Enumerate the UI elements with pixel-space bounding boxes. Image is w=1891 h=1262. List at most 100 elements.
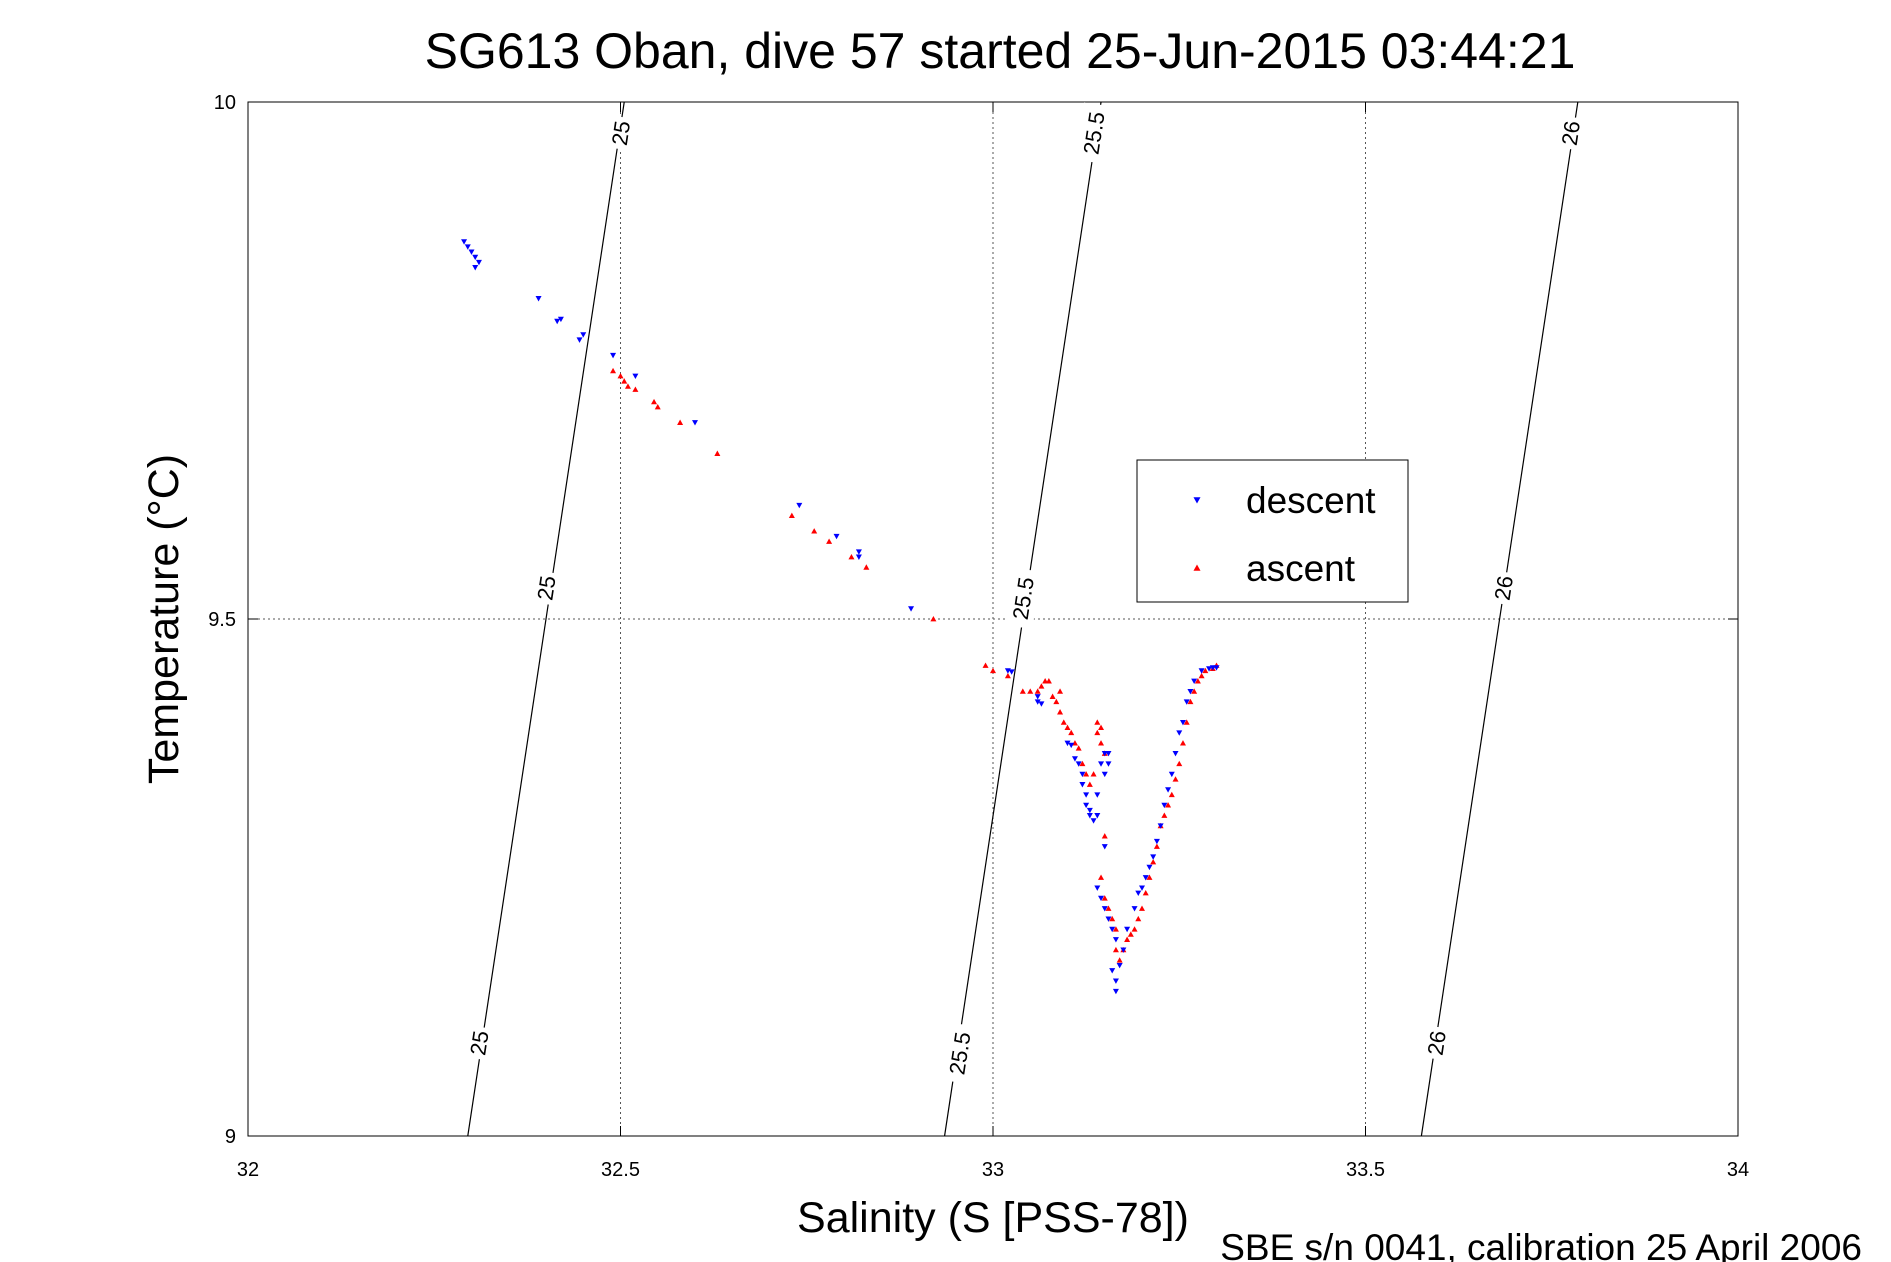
descent-point (1187, 688, 1194, 695)
x-axis-label: Salinity (S [PSS-78]) (797, 1194, 1189, 1242)
ascent-point (1172, 776, 1179, 782)
descent-point (1064, 740, 1071, 747)
descent-point (1131, 906, 1138, 912)
ascent-point (1112, 946, 1119, 953)
contour-label-bg (529, 570, 563, 606)
ascent-point (1049, 693, 1056, 699)
descent-point (1112, 978, 1119, 984)
x-tick-label: 32 (237, 1159, 259, 1181)
contour-label-bg (941, 1022, 978, 1085)
legend-label-descent: descent (1246, 480, 1376, 521)
ascent-point (1191, 688, 1198, 694)
ascent-point (617, 373, 624, 379)
descent-point (1142, 875, 1149, 881)
descent-point (908, 606, 915, 612)
descent-point (1157, 823, 1164, 829)
descent-point (1198, 668, 1205, 674)
ascent-point (863, 564, 870, 570)
ascent-point (654, 404, 661, 410)
series-descent (461, 239, 1220, 995)
legend-label-ascent: ascent (1246, 548, 1356, 589)
descent-point (1086, 813, 1093, 819)
descent-point (1109, 926, 1116, 933)
legend-box (1136, 459, 1409, 603)
legend-marker-ascent (1193, 564, 1201, 571)
ascent-point (1127, 931, 1134, 937)
descent-point (692, 420, 698, 426)
descent-point (576, 337, 583, 343)
descent-point (1153, 838, 1160, 845)
descent-point (1150, 854, 1157, 860)
x-tick-label: 33 (982, 1159, 1004, 1181)
ascent-point (1094, 719, 1101, 725)
ascent-point (1098, 740, 1105, 746)
ascent-point (1064, 724, 1071, 730)
descent-point (1105, 916, 1112, 922)
descent-point (855, 549, 862, 555)
plot-area: 25 25 25 25.5 25.5 25.5 26 26 26 32 32.5 33 33.5 34 9… (208, 92, 1749, 1181)
ascent-point (1045, 678, 1052, 684)
contour-label: 26 (1487, 570, 1520, 606)
density-contour-26 (1420, 101, 1579, 1137)
descent-point (1213, 665, 1220, 671)
y-axis-label: Temperature (°C) (140, 454, 188, 784)
contour-label-bg (1075, 102, 1112, 164)
ascent-point (1057, 709, 1064, 715)
descent-point (855, 554, 862, 560)
ascent-point (1060, 719, 1067, 725)
ascent-point (788, 512, 795, 518)
ascent-point (1057, 688, 1064, 694)
descent-point (557, 316, 564, 323)
descent-point (1101, 844, 1108, 850)
grid-lines (248, 102, 1738, 1136)
ascent-point (1098, 724, 1105, 730)
ascent-point (1135, 915, 1142, 922)
ascent-point (1202, 667, 1209, 674)
descent-point (535, 296, 542, 302)
descent-point (1101, 906, 1108, 912)
descent-point (1094, 792, 1101, 798)
descent-point (1105, 751, 1112, 757)
descent-point (632, 373, 639, 380)
descent-point (1101, 771, 1108, 778)
descent-point (1008, 669, 1015, 675)
contour-label-text: 26 (1490, 574, 1518, 602)
ascent-point (1124, 936, 1131, 942)
ascent-point (1146, 874, 1153, 880)
descent-point (1146, 864, 1153, 871)
ascent-point (677, 419, 684, 425)
contour-label-text: 26 (1557, 119, 1585, 147)
contour-label-bg (604, 115, 637, 151)
ascent-point (1187, 698, 1194, 705)
descent-point (1079, 782, 1086, 788)
descent-point (1206, 666, 1213, 672)
descent-point (1191, 678, 1198, 685)
descent-point (475, 259, 482, 266)
descent-point (1079, 771, 1086, 778)
ascent-point (1161, 812, 1168, 818)
ascent-point (1109, 915, 1116, 922)
calibration-footnote: SBE s/n 0041, calibration 25 April 2006 (1220, 1227, 1862, 1262)
descent-point (610, 352, 617, 359)
x-tick-label: 33.5 (1346, 1159, 1385, 1181)
data-series (461, 239, 1220, 995)
ascent-point (1131, 926, 1138, 932)
ascent-point (1004, 672, 1011, 679)
ascent-point (1083, 771, 1090, 777)
axis-ticks: 32 32.5 33 33.5 34 9 9.5 10 (208, 92, 1749, 1181)
descent-point (1094, 885, 1101, 891)
descent-point (1139, 885, 1145, 891)
ascent-point (1101, 833, 1108, 839)
ascent-point (811, 528, 818, 534)
ascent-point (1079, 760, 1086, 767)
ascent-point (1198, 672, 1205, 679)
contour-label: 25.5 (941, 1022, 978, 1085)
descent-point (554, 318, 561, 325)
descent-point (1071, 756, 1078, 762)
descent-point (464, 244, 471, 250)
descent-point (1135, 890, 1142, 897)
descent-point (833, 533, 840, 540)
descent-point (1183, 699, 1190, 705)
descent-point (1172, 751, 1179, 757)
ascent-point (930, 616, 937, 622)
